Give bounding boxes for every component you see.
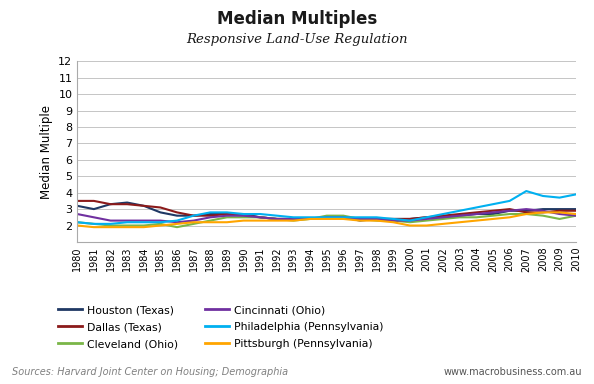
- Text: Median Multiples: Median Multiples: [217, 10, 377, 28]
- Text: www.macrobusiness.com.au: www.macrobusiness.com.au: [444, 367, 582, 377]
- Text: Responsive Land-Use Regulation: Responsive Land-Use Regulation: [187, 33, 407, 46]
- Legend: Houston (Texas), Dallas (Texas), Cleveland (Ohio), Cincinnati (Ohio), Philadelph: Houston (Texas), Dallas (Texas), Clevela…: [58, 305, 384, 349]
- Y-axis label: Median Multiple: Median Multiple: [40, 105, 53, 199]
- Text: Sources: Harvard Joint Center on Housing; Demographia: Sources: Harvard Joint Center on Housing…: [12, 367, 288, 377]
